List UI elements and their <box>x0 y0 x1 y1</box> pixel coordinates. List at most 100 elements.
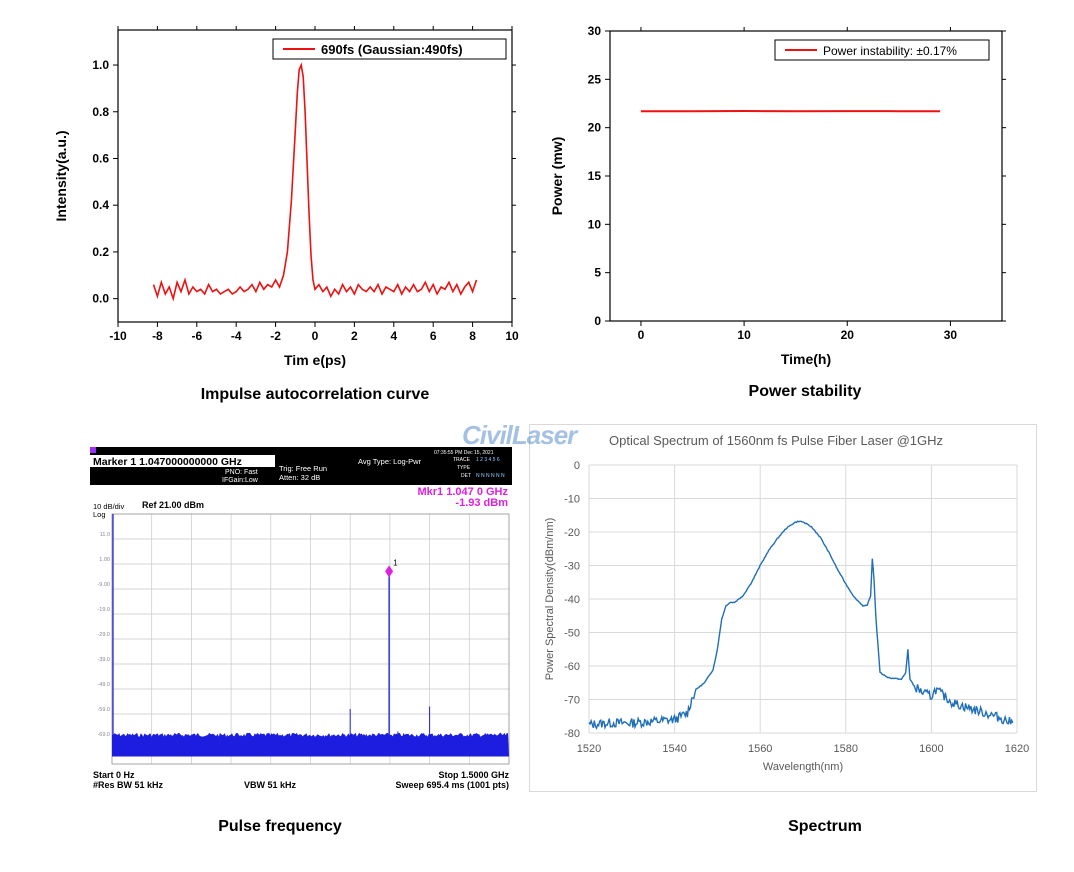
x-tick-label: 0 <box>638 328 645 342</box>
pulse-frequency-caption: Pulse frequency <box>218 818 342 835</box>
spectrum-y-tick-label: -40 <box>564 594 580 606</box>
spectrum-title: Optical Spectrum of 1560nm fs Pulse Fibe… <box>609 433 943 448</box>
watermark-logo: CivilLaser <box>462 420 577 450</box>
y-tick-label: 0.8 <box>92 105 109 119</box>
sa-res-bw: #Res BW 51 kHz <box>93 780 164 790</box>
plot-frame <box>609 30 1003 322</box>
x-tick-label: 30 <box>944 328 958 342</box>
sa-trig: Trig: Free Run <box>279 464 327 473</box>
y-tick-label: 0.6 <box>92 151 109 165</box>
spectrum-y-tick-label: -10 <box>564 494 580 506</box>
y-tick-label: 15 <box>588 169 602 183</box>
y-axis-label: Intensity(a.u.) <box>53 130 69 221</box>
sa-timestamp: 07:35:55 PM Dec 15, 2021 <box>434 450 494 456</box>
spectrum-x-tick-label: 1600 <box>919 743 943 755</box>
x-tick-label: -8 <box>152 329 163 343</box>
spectrum-y-tick-label: -70 <box>564 695 580 707</box>
sa-status-icon <box>90 447 96 453</box>
spectrum-x-tick-label: 1540 <box>662 743 686 755</box>
sa-atten: Atten: 32 dB <box>279 473 320 482</box>
autocorrelation-chart: -10 -8 -6 -4 -2 0 2 4 6 8 10 0.0 0.2 0.4 0.6 0.8 1.0 Tim … <box>53 26 519 368</box>
spectrum-y-tick-label: -50 <box>564 628 580 640</box>
sa-det-label: DET <box>461 473 471 479</box>
y-tick-label: 0.2 <box>92 245 109 259</box>
y-tick-label: 0.4 <box>92 198 109 212</box>
x-tick-label: -2 <box>270 329 281 343</box>
x-tick-label: -6 <box>191 329 202 343</box>
sa-pno: PNO: Fast <box>225 469 258 476</box>
sa-ifgain: IFGain:Low <box>222 477 259 484</box>
optical-spectrum-frame <box>529 424 1037 792</box>
sa-trace-label: TRACE <box>453 457 471 463</box>
spectrum-x-axis-label: Wavelength(nm) <box>763 761 843 773</box>
spectrum-y-tick-label: -60 <box>564 661 580 673</box>
x-tick-label: 6 <box>430 329 437 343</box>
power-stability-chart: 0 10 20 30 0 5 10 15 20 25 30 Time(h) Power (mw) Powe… <box>549 24 1006 367</box>
spectrum-series-line <box>588 520 1014 730</box>
sa-y-tick-label: 1.00 <box>99 557 110 563</box>
x-tick-label: 8 <box>469 329 476 343</box>
sa-marker-readout: Marker 1 1.047000000000 GHz <box>93 456 242 468</box>
x-tick-label: 10 <box>737 328 751 342</box>
legend-box <box>272 38 507 60</box>
spectrum-y-tick-label: -20 <box>564 527 580 539</box>
sa-y-tick-label: -29.0 <box>97 632 110 638</box>
spectrum-x-tick-label: 1520 <box>577 743 601 755</box>
plot-frame <box>117 29 513 323</box>
x-tick-label: -4 <box>231 329 242 343</box>
sa-avg-type: Avg Type: Log-Pwr <box>358 457 422 466</box>
optical-spectrum-chart: Optical Spectrum of 1560nm fs Pulse Fibe… <box>544 433 1029 773</box>
spectrum-x-tick-label: 1580 <box>834 743 858 755</box>
legend-box <box>774 39 990 61</box>
sa-noise-floor <box>112 732 509 757</box>
x-axis-label: Tim e(ps) <box>284 352 346 368</box>
sa-trace-values: 1 2 3 4 5 6 <box>476 457 500 463</box>
y-tick-label: 20 <box>588 121 602 135</box>
sa-marker-diamond <box>385 565 394 578</box>
x-tick-label: 4 <box>390 329 397 343</box>
y-tick-label: 25 <box>588 72 602 86</box>
sa-marker-field <box>90 455 275 467</box>
sa-ref-level: Ref 21.00 dBm <box>142 500 204 510</box>
sa-sweep: Sweep 695.4 ms (1001 pts) <box>395 780 509 790</box>
spectrum-x-tick-label: 1560 <box>748 743 772 755</box>
sa-vbw: VBW 51 kHz <box>244 780 297 790</box>
sa-type-label: TYPE <box>457 465 471 471</box>
sa-y-tick-label: 11.0 <box>100 532 110 538</box>
sa-y-tick-label: -39.0 <box>97 657 110 663</box>
sa-y-tick-label: -59.0 <box>97 707 110 713</box>
sa-grid-frame <box>111 513 510 765</box>
y-tick-label: 30 <box>588 24 602 38</box>
sa-det-values: N N N N N N <box>476 473 505 479</box>
autocorrelation-caption: Impulse autocorrelation curve <box>200 386 430 403</box>
sa-marker-number: 1 <box>393 558 398 567</box>
spectrum-y-tick-label: -30 <box>564 561 580 573</box>
sa-start-freq: Start 0 Hz <box>93 770 135 780</box>
x-tick-label: 2 <box>351 329 358 343</box>
x-tick-label: 0 <box>312 329 319 343</box>
x-tick-label: -10 <box>109 329 127 343</box>
sa-y-tick-label: -19.0 <box>97 607 110 613</box>
series-line <box>152 62 478 302</box>
x-tick-label: 10 <box>505 329 519 343</box>
spectrum-y-tick-label: 0 <box>574 460 580 472</box>
sa-y-tick-label: -49.0 <box>97 682 110 688</box>
legend-label: 690fs (Gaussian:490fs) <box>321 42 463 57</box>
y-tick-label: 5 <box>594 266 601 280</box>
y-tick-label: 0 <box>594 314 601 328</box>
y-tick-label: 10 <box>588 217 602 231</box>
sa-y-tick-label: -9.00 <box>97 582 110 588</box>
spectrum-caption: Spectrum <box>788 818 862 835</box>
sa-mkr-freq: Mkr1 1.047 0 GHz <box>418 486 509 498</box>
x-axis-label: Time(h) <box>781 351 831 367</box>
x-tick-label: 20 <box>841 328 855 342</box>
sa-stop-freq: Stop 1.5000 GHz <box>438 770 509 780</box>
sa-scale: 10 dB/div <box>93 502 125 511</box>
power-stability-caption: Power stability <box>748 383 862 400</box>
legend-label: Power instability: ±0.17% <box>823 44 957 58</box>
y-tick-label: 1.0 <box>92 58 109 72</box>
sa-y-tick-label: -69.0 <box>97 732 110 738</box>
spectrum-y-axis-label: Power Spectral Density(dBm/nm) <box>544 518 556 681</box>
sa-mkr-level: -1.93 dBm <box>455 497 508 509</box>
